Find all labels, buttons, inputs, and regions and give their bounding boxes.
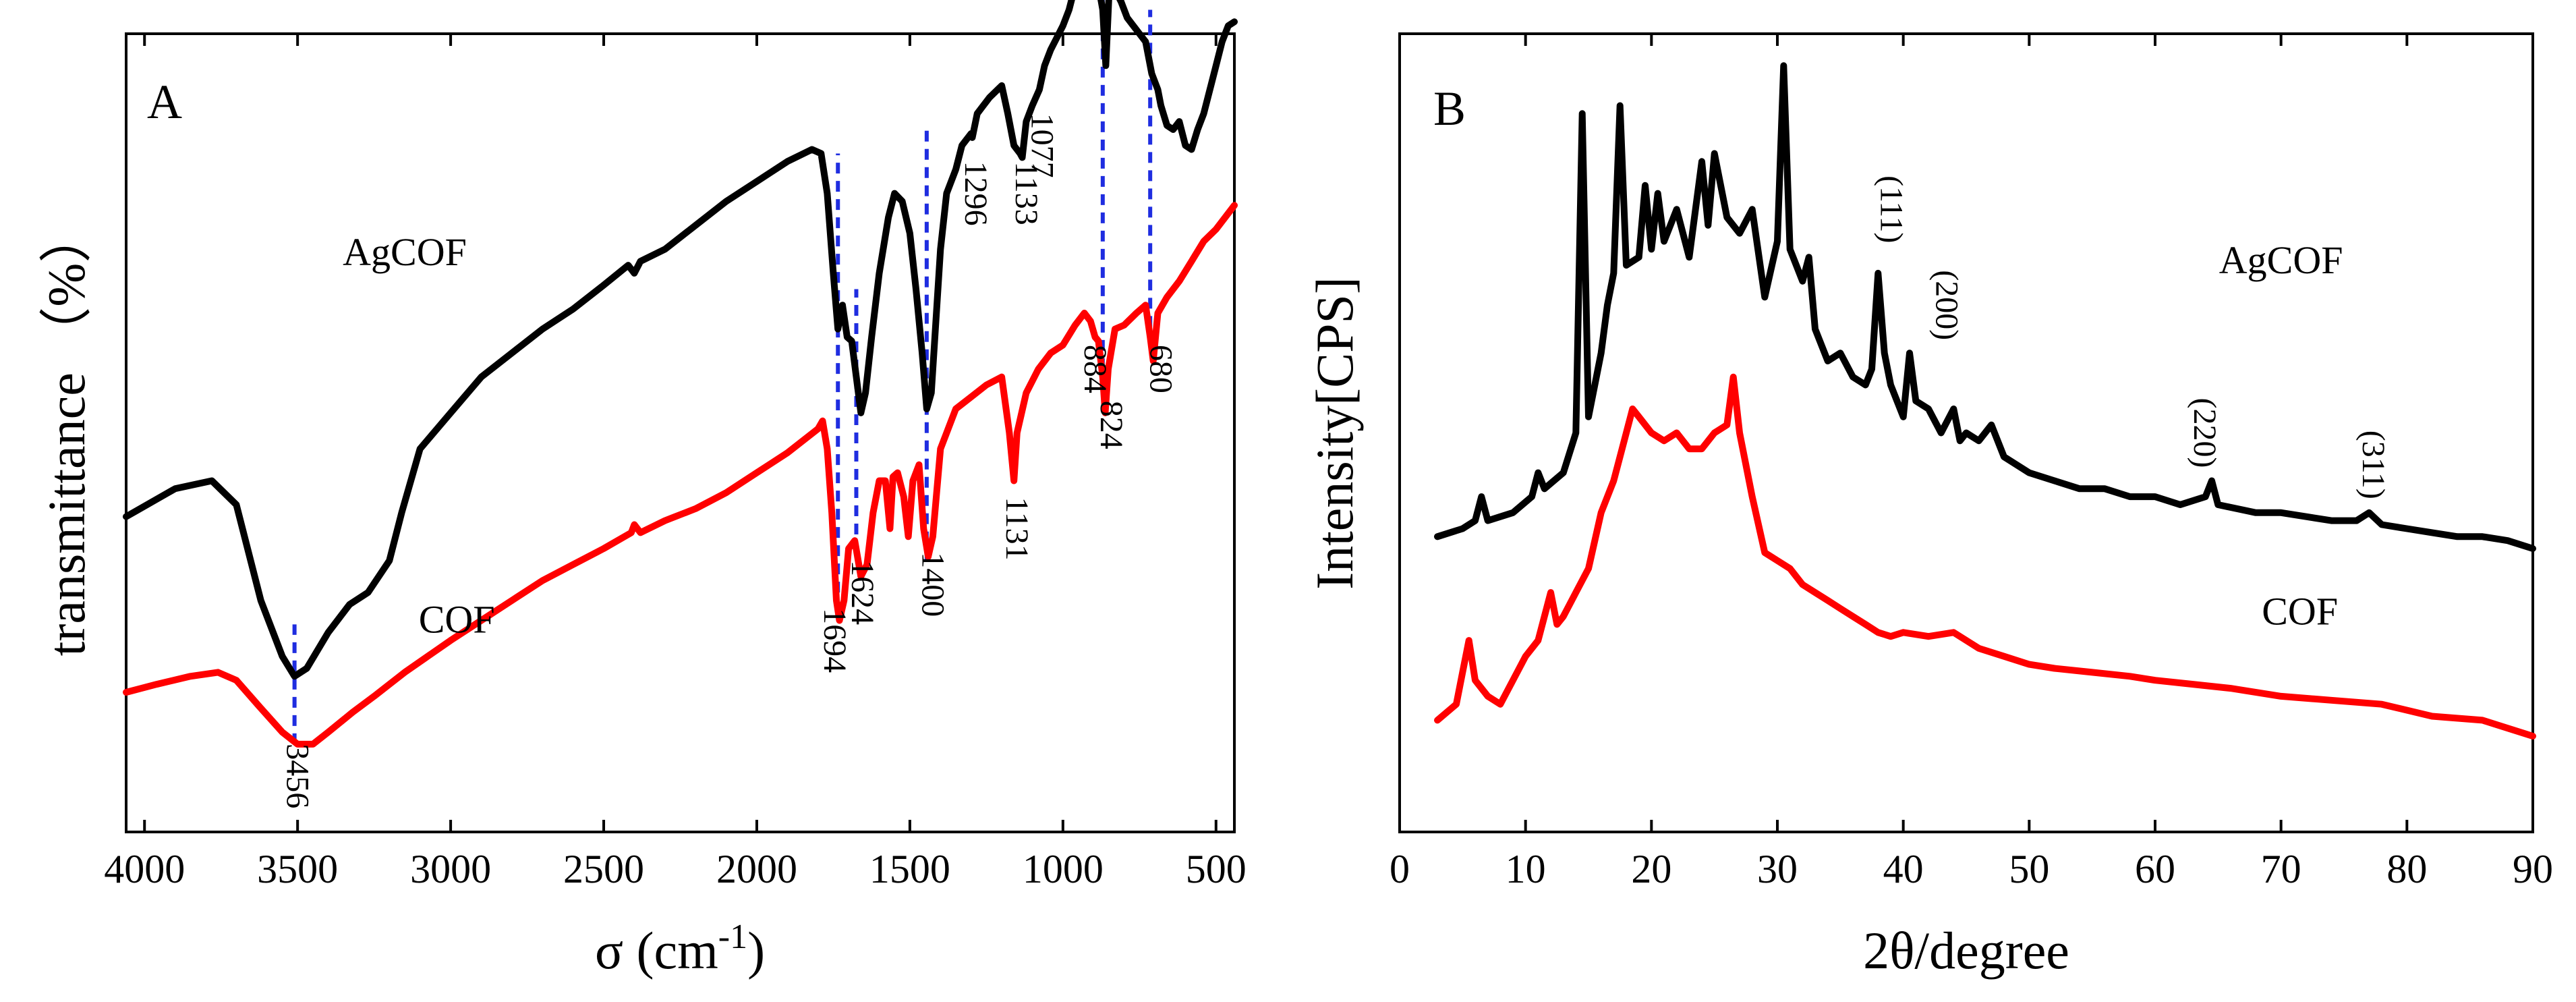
panel-a-plot-frame xyxy=(125,32,1236,833)
b-series-label-cof: COF xyxy=(2262,589,2338,633)
a-x-tick-label: 1500 xyxy=(869,847,950,891)
panel-a-x-axis-title-close: ) xyxy=(747,921,765,980)
a-peak-label: 1694 xyxy=(817,608,853,673)
panel-a-x-axis-title-sup: -1 xyxy=(718,918,747,956)
b-x-tick-label: 90 xyxy=(2513,847,2553,891)
a-peak-label: 1077 xyxy=(1024,113,1060,178)
b-series-label-agcof: AgCOF xyxy=(2219,238,2343,282)
a-series-label-agcof: AgCOF xyxy=(343,230,467,274)
panel-b-plot-frame xyxy=(1398,32,2534,833)
a-x-tick-label: 1000 xyxy=(1023,847,1104,891)
b-x-tick-label: 0 xyxy=(1390,847,1410,891)
panel-b-series xyxy=(1434,62,2536,740)
panel-a-ftir-chart: 4000 3500 3000 2500 2000 1500 1000 500 AgCOF COF… xyxy=(37,0,1247,980)
b-peak-label: (220) xyxy=(2187,398,2223,468)
a-peak-label: 1131 xyxy=(999,497,1035,560)
b-x-tick-label: 40 xyxy=(1883,847,1924,891)
a-peak-label: 3456 xyxy=(280,744,316,808)
b-x-tick-label: 60 xyxy=(2135,847,2175,891)
a-peak-label: 1296 xyxy=(958,161,994,226)
panel-a-letter: A xyxy=(147,75,182,129)
b-peak-label: (311) xyxy=(2355,430,2391,499)
panel-b-xrd-chart: 0 10 20 30 40 50 60 70 80 90 AgCOF COF (111) (200) (2… xyxy=(1305,32,2553,980)
a-peak-label: 1400 xyxy=(915,552,950,617)
b-x-tick-label: 20 xyxy=(1631,847,1671,891)
panel-a-series xyxy=(123,0,1238,748)
panel-b-x-axis-title: 2θ/degree xyxy=(1863,921,2069,980)
a-peak-label: 884 xyxy=(1077,345,1113,393)
b-series-agcof-line xyxy=(1434,62,2536,552)
b-x-tick-label: 50 xyxy=(2009,847,2049,891)
a-series-agcof-line xyxy=(123,0,1238,680)
a-peak-label: 1133 xyxy=(1008,161,1044,225)
a-series-cof-line xyxy=(123,202,1238,748)
a-x-tick-label: 2500 xyxy=(563,847,644,891)
a-peak-label: 1624 xyxy=(845,560,880,625)
b-series-cof-line xyxy=(1434,373,2536,740)
b-x-tick-label: 30 xyxy=(1757,847,1798,891)
panel-a-x-axis-title: σ (cm-1) xyxy=(595,918,765,980)
a-x-tick-label: 3000 xyxy=(410,847,491,891)
b-x-tick-label: 10 xyxy=(1506,847,1546,891)
a-series-label-cof: COF xyxy=(419,597,495,641)
panel-b-letter: B xyxy=(1433,82,1466,136)
panel-b-x-ticks: 0 10 20 30 40 50 60 70 80 90 xyxy=(1390,34,2553,891)
a-peak-label: 824 xyxy=(1093,401,1129,449)
panel-a-y-axis-title: transmittance （%） xyxy=(37,211,96,657)
b-x-tick-label: 80 xyxy=(2386,847,2427,891)
a-x-tick-label: 500 xyxy=(1186,847,1247,891)
b-x-tick-label: 70 xyxy=(2261,847,2301,891)
b-peak-label: (200) xyxy=(1928,270,1964,340)
a-peak-label: 680 xyxy=(1143,345,1178,393)
panel-b-y-axis-title: Intensity[CPS] xyxy=(1305,277,1364,590)
b-peak-label: (111) xyxy=(1873,175,1909,243)
a-x-tick-label: 2000 xyxy=(716,847,797,891)
panel-a-x-ticks: 4000 3500 3000 2500 2000 1500 1000 500 xyxy=(104,34,1247,891)
a-x-tick-label: 3500 xyxy=(257,847,338,891)
panel-b-annotations: AgCOF COF (111) (200) (220) (311) xyxy=(1873,175,2391,633)
panel-a-x-axis-title-main: σ (cm xyxy=(595,921,718,980)
a-x-tick-label: 4000 xyxy=(104,847,185,891)
